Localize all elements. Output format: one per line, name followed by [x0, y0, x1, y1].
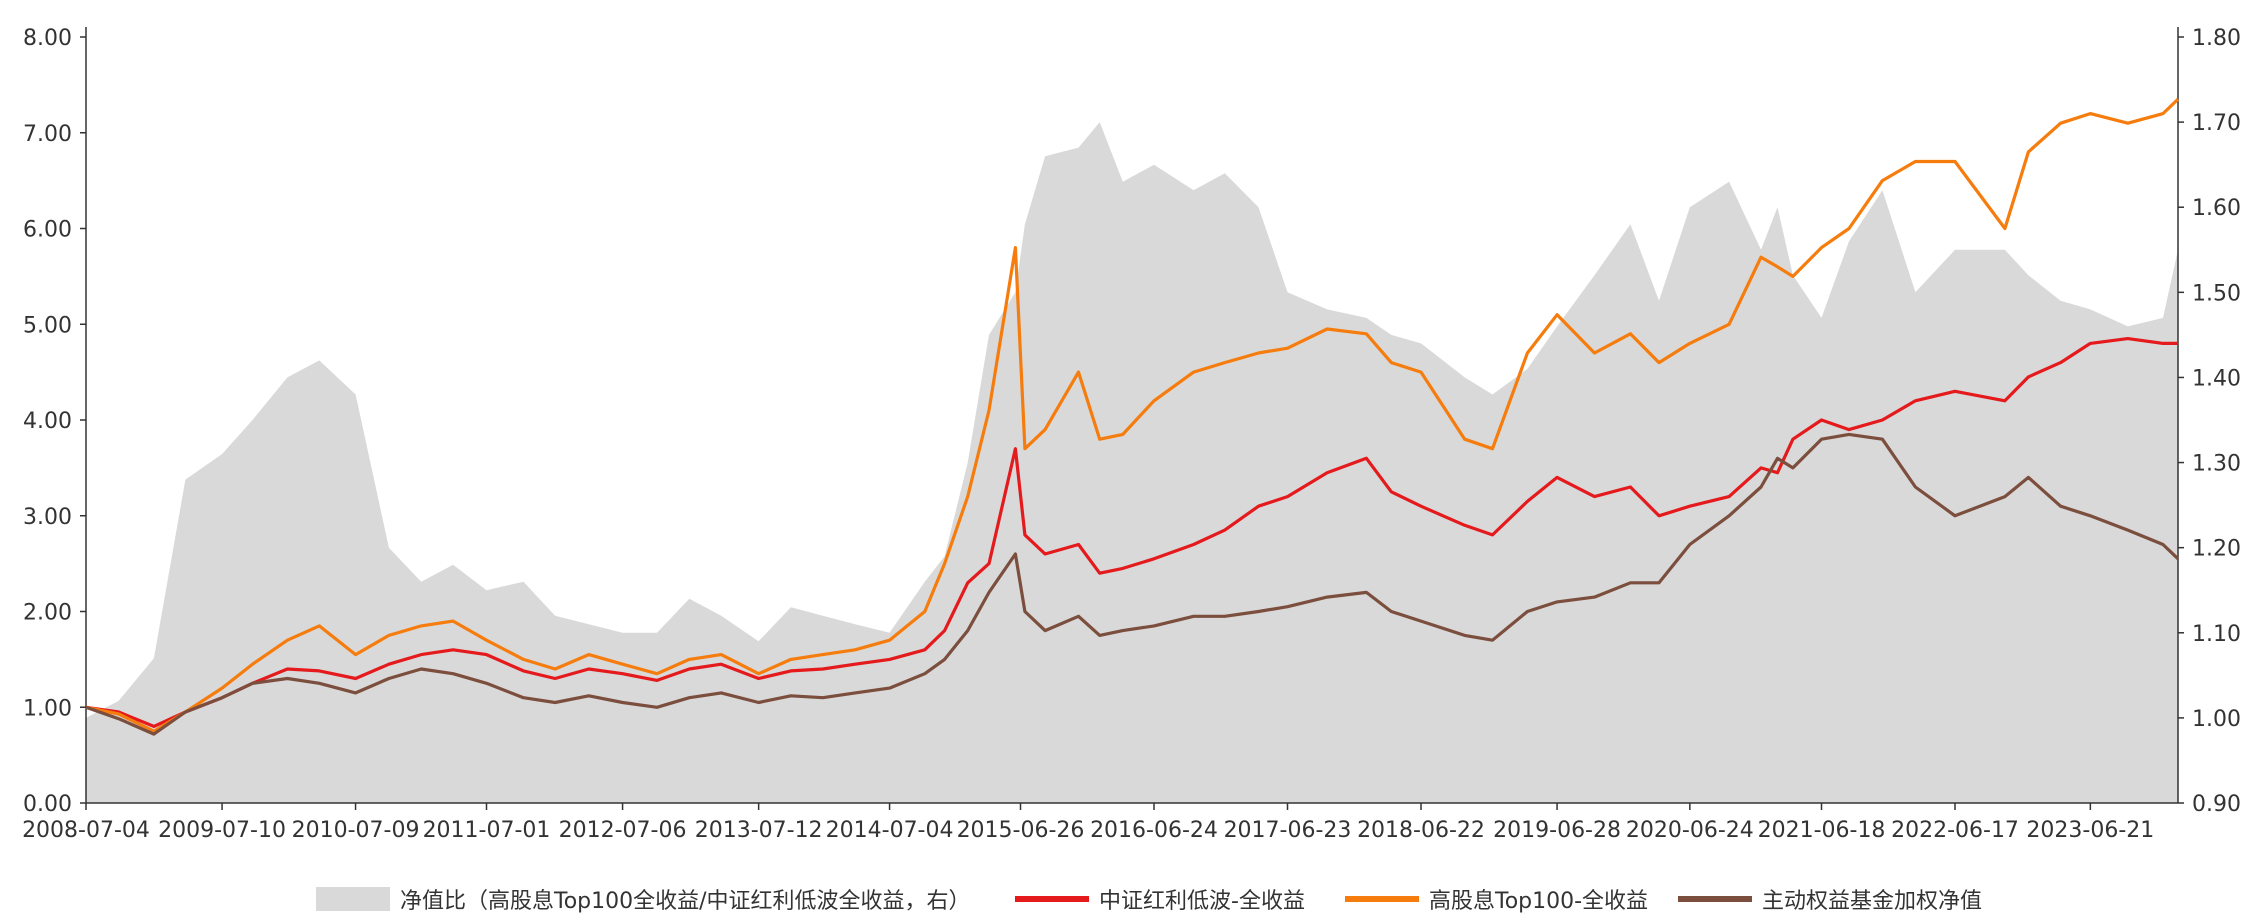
x-tick-label: 2013-07-12: [695, 818, 823, 843]
series-line-2: [85, 98, 2180, 733]
legend-label-dividend-low-vol: 中证红利低波-全收益: [1099, 889, 1305, 914]
lines-layer: [85, 98, 2180, 736]
y-left-tick-label: 6.00: [23, 218, 72, 243]
tick-labels-layer: 0.00 1.00 2.00 3.00 4.00 5.00 6.00 7.00 8.00 0.90…: [22, 26, 2241, 843]
x-tick-label: 2017-06-23: [1224, 818, 1352, 843]
x-tick-label: 2008-07-04: [22, 818, 150, 843]
y-left-tick-label: 4.00: [23, 409, 72, 434]
y-right-tick-label: 1.00: [2192, 707, 2241, 732]
legend-swatch-dividend-low-vol: [1015, 896, 1089, 902]
y-right-tick-label: 1.20: [2192, 537, 2241, 562]
x-tick-label: 2021-06-18: [1758, 818, 1886, 843]
legend-swatch-ratio: [316, 887, 390, 911]
x-tick-label: 2016-06-24: [1090, 818, 1218, 843]
x-tick-label: 2018-06-22: [1357, 818, 1485, 843]
y-left-tick-label: 3.00: [23, 505, 72, 530]
ratio-area-layer: [86, 122, 2178, 804]
x-tick-label: 2012-07-06: [559, 818, 687, 843]
legend-item-dividend-low-vol: 中证红利低波-全收益: [1015, 884, 1305, 914]
y-right-tick-label: 1.40: [2192, 366, 2241, 391]
legend-swatch-active-equity: [1678, 896, 1752, 902]
x-tick-label: 2020-06-24: [1626, 818, 1754, 843]
y-right-tick-label: 0.90: [2192, 792, 2241, 817]
axes-layer: [80, 27, 2184, 810]
series-area-ratio: [86, 122, 2178, 804]
x-tick-label: 2023-06-21: [2026, 818, 2154, 843]
x-tick-label: 2019-06-28: [1493, 818, 1621, 843]
x-tick-label: 2015-06-26: [957, 818, 1085, 843]
legend-item-ratio: 净值比（高股息Top100全收益/中证红利低波全收益，右）: [316, 884, 971, 914]
x-tick-label: 2010-07-09: [292, 818, 420, 843]
y-left-tick-label: 7.00: [23, 122, 72, 147]
y-left-tick-label: 0.00: [23, 792, 72, 817]
y-left-tick-label: 1.00: [23, 696, 72, 721]
legend-label-ratio: 净值比（高股息Top100全收益/中证红利低波全收益，右）: [400, 889, 971, 914]
legend-item-high-dividend: 高股息Top100-全收益: [1345, 884, 1648, 914]
x-tick-label: 2014-07-04: [826, 818, 954, 843]
y-right-tick-label: 1.10: [2192, 622, 2241, 647]
x-tick-label: 2011-07-01: [423, 818, 551, 843]
legend-swatch-high-dividend: [1345, 896, 1419, 902]
y-left-tick-label: 2.00: [23, 601, 72, 626]
series-line-3: [85, 432, 2180, 736]
y-right-tick-label: 1.60: [2192, 196, 2241, 221]
y-right-tick-label: 1.80: [2192, 26, 2241, 51]
y-right-tick-label: 1.30: [2192, 452, 2241, 477]
legend-label-high-dividend: 高股息Top100-全收益: [1429, 889, 1649, 914]
x-tick-label: 2009-07-10: [158, 818, 286, 843]
y-left-tick-label: 5.00: [23, 313, 72, 338]
y-left-tick-label: 8.00: [23, 26, 72, 51]
x-tick-label: 2022-06-17: [1891, 818, 2019, 843]
y-right-tick-label: 1.50: [2192, 281, 2241, 306]
series-line-1: [85, 337, 2178, 728]
legend-item-active-equity: 主动权益基金加权净值: [1678, 884, 1982, 914]
legend-label-active-equity: 主动权益基金加权净值: [1762, 889, 1983, 914]
y-right-tick-label: 1.70: [2192, 111, 2241, 136]
